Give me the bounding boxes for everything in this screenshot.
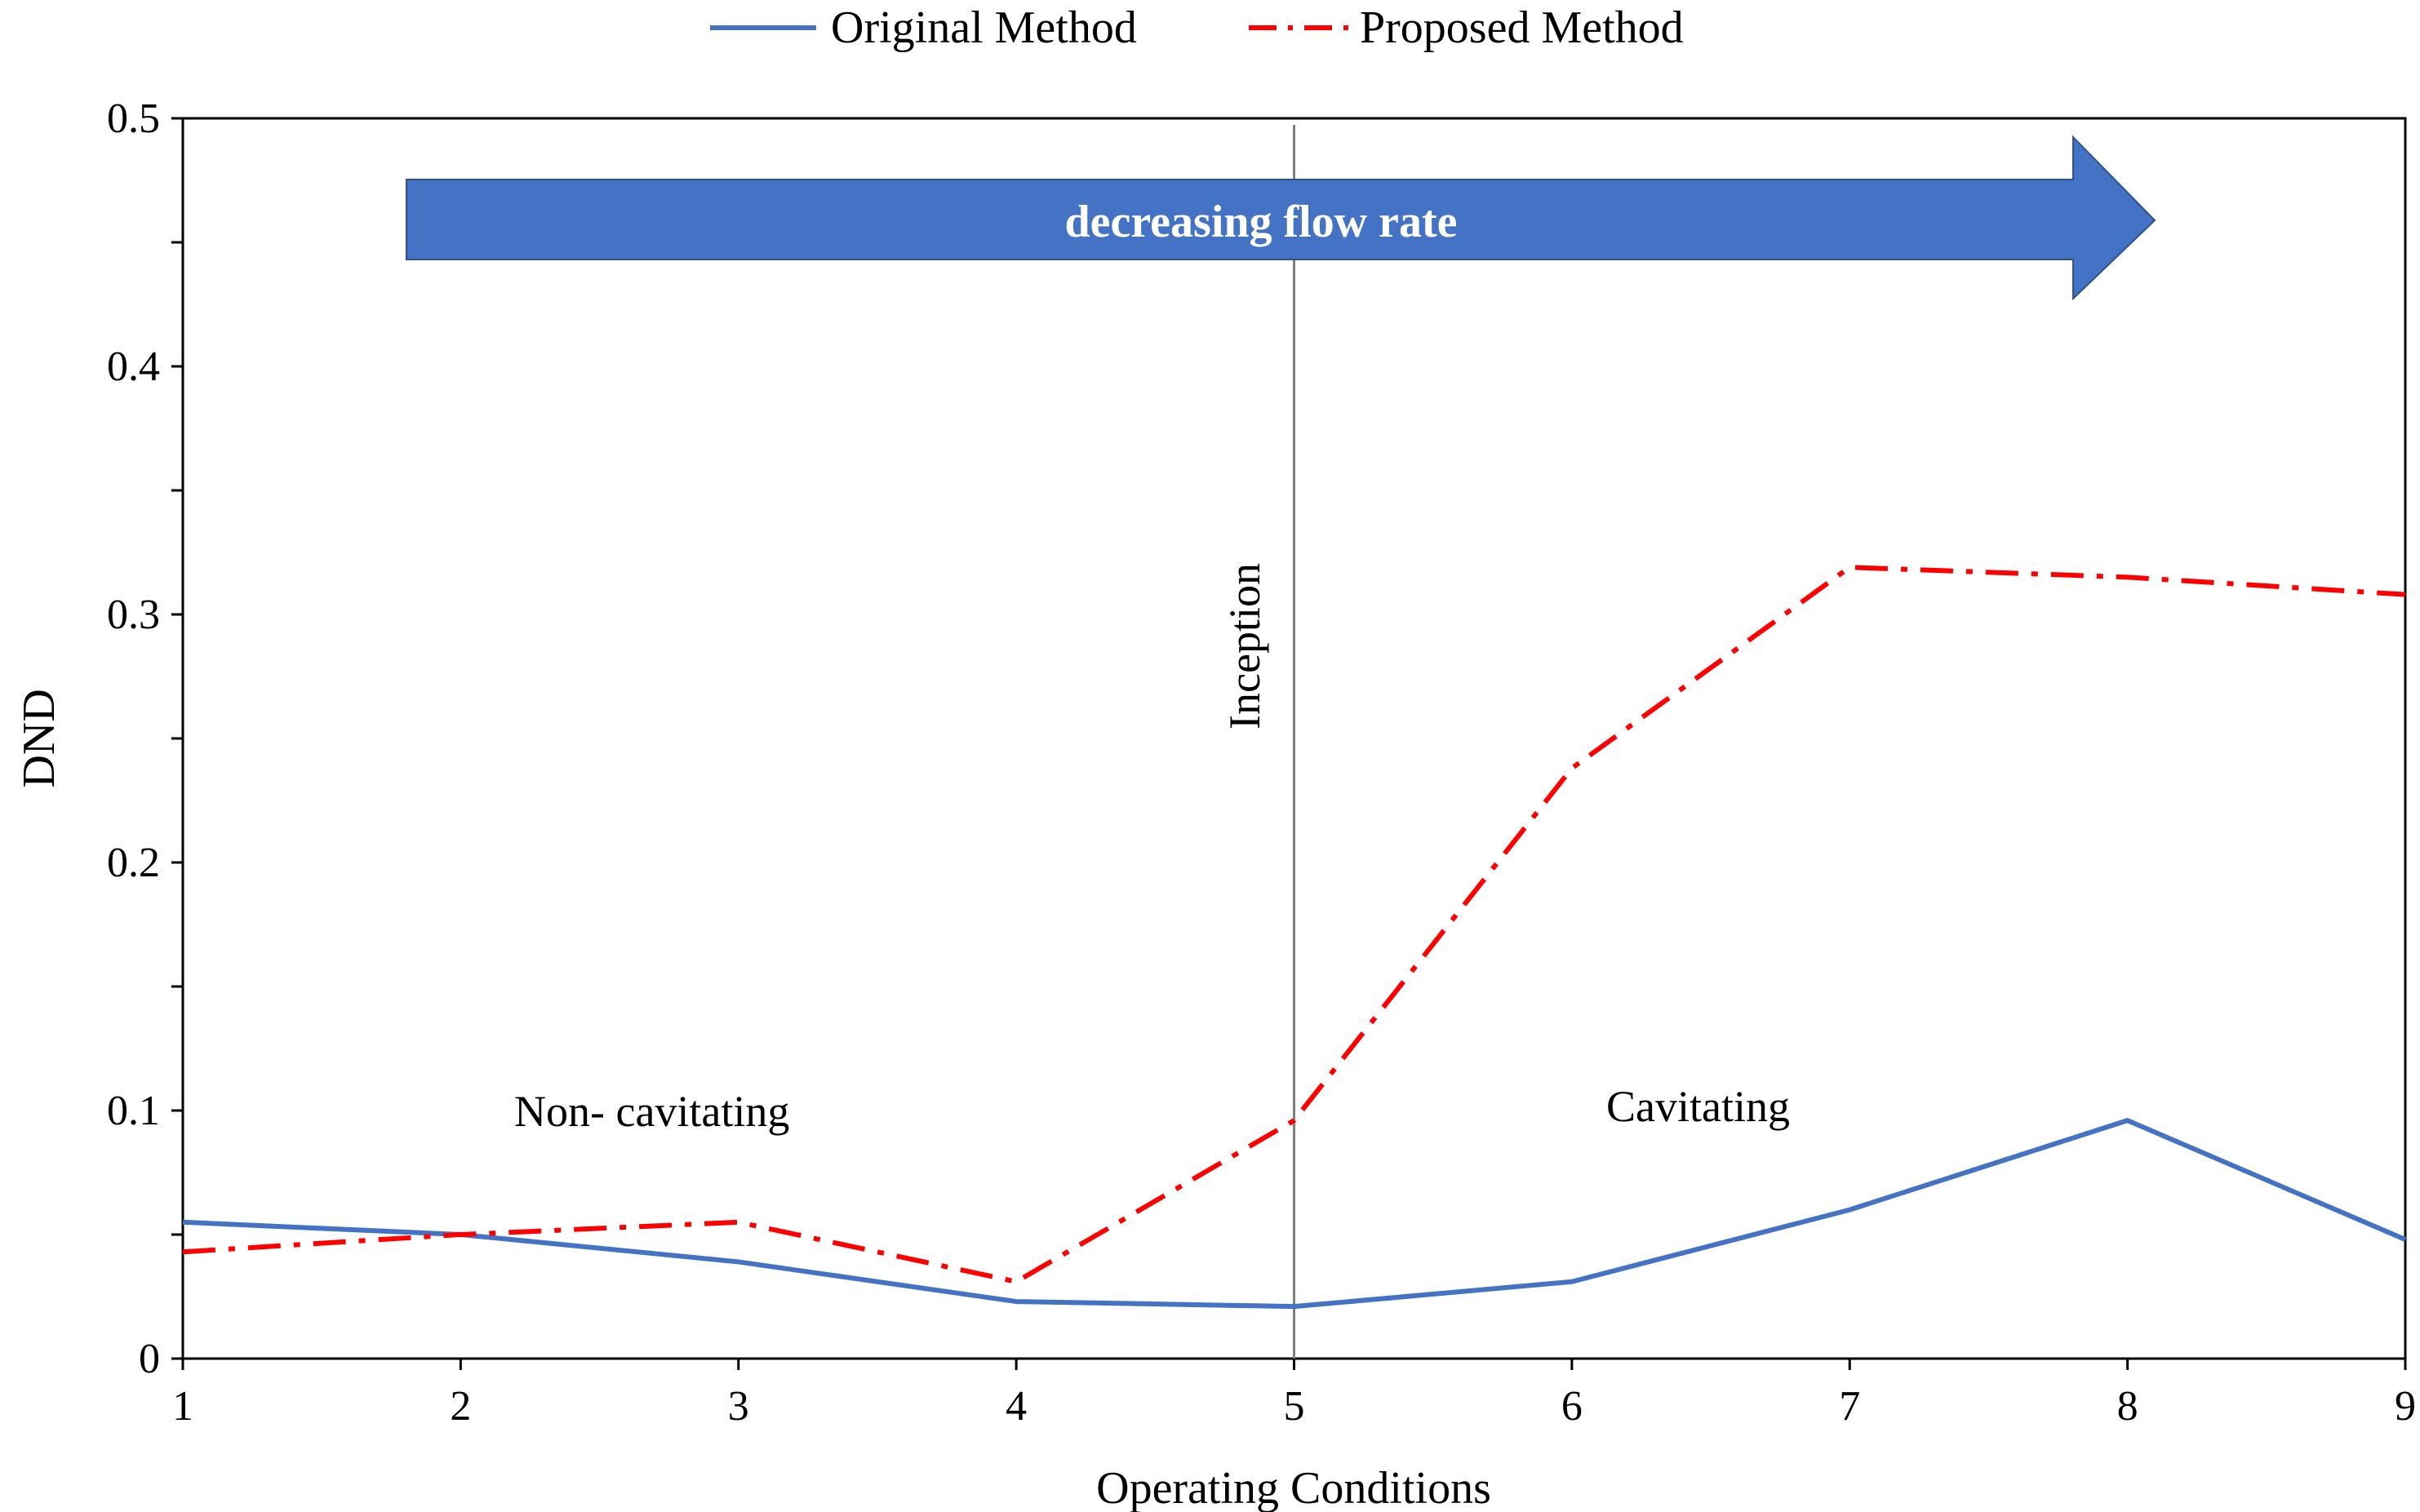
y-tick-label: 0.1 [107, 1088, 160, 1134]
y-tick-label: 0.5 [107, 95, 160, 142]
non-cavitating-label: Non- cavitating [514, 1087, 789, 1136]
series-line-original [182, 1118, 2407, 1310]
legend-label-proposed: Proposed Method [1360, 2, 1684, 53]
x-tick-label: 9 [2395, 1383, 2416, 1430]
x-tick-label: 7 [1839, 1383, 1860, 1430]
x-axis-title: Operating Conditions [1096, 1463, 1491, 1512]
x-axis-ticks: 1 2 3 4 5 6 7 8 9 [172, 1359, 2416, 1430]
flow-rate-arrow [406, 135, 2156, 301]
x-tick-label: 8 [2117, 1383, 2138, 1430]
legend: Original Method Proposed Method [710, 2, 1684, 53]
y-axis-title: DND [14, 689, 64, 787]
series-line-proposed [182, 565, 2406, 1284]
y-axis-ticks: 0 0.1 0.2 0.3 0.4 0.5 [107, 95, 183, 1382]
cavitating-label: Cavitating [1606, 1082, 1790, 1131]
y-tick-label: 0.2 [107, 840, 160, 886]
y-tick-label: 0.4 [107, 344, 160, 390]
x-tick-label: 6 [1561, 1383, 1583, 1430]
y-tick-label: 0 [139, 1336, 160, 1382]
x-tick-label: 1 [172, 1383, 193, 1430]
x-tick-label: 2 [450, 1383, 471, 1430]
x-tick-label: 4 [1006, 1383, 1027, 1430]
y-tick-label: 0.3 [107, 592, 160, 638]
legend-label-original: Original Method [831, 2, 1137, 53]
x-tick-label: 3 [728, 1383, 749, 1430]
inception-label: Inception [1220, 563, 1269, 729]
series-layer [182, 565, 2407, 1310]
x-tick-label: 5 [1284, 1383, 1305, 1430]
flow-rate-arrow-label: decreasing flow rate [1064, 197, 1457, 247]
